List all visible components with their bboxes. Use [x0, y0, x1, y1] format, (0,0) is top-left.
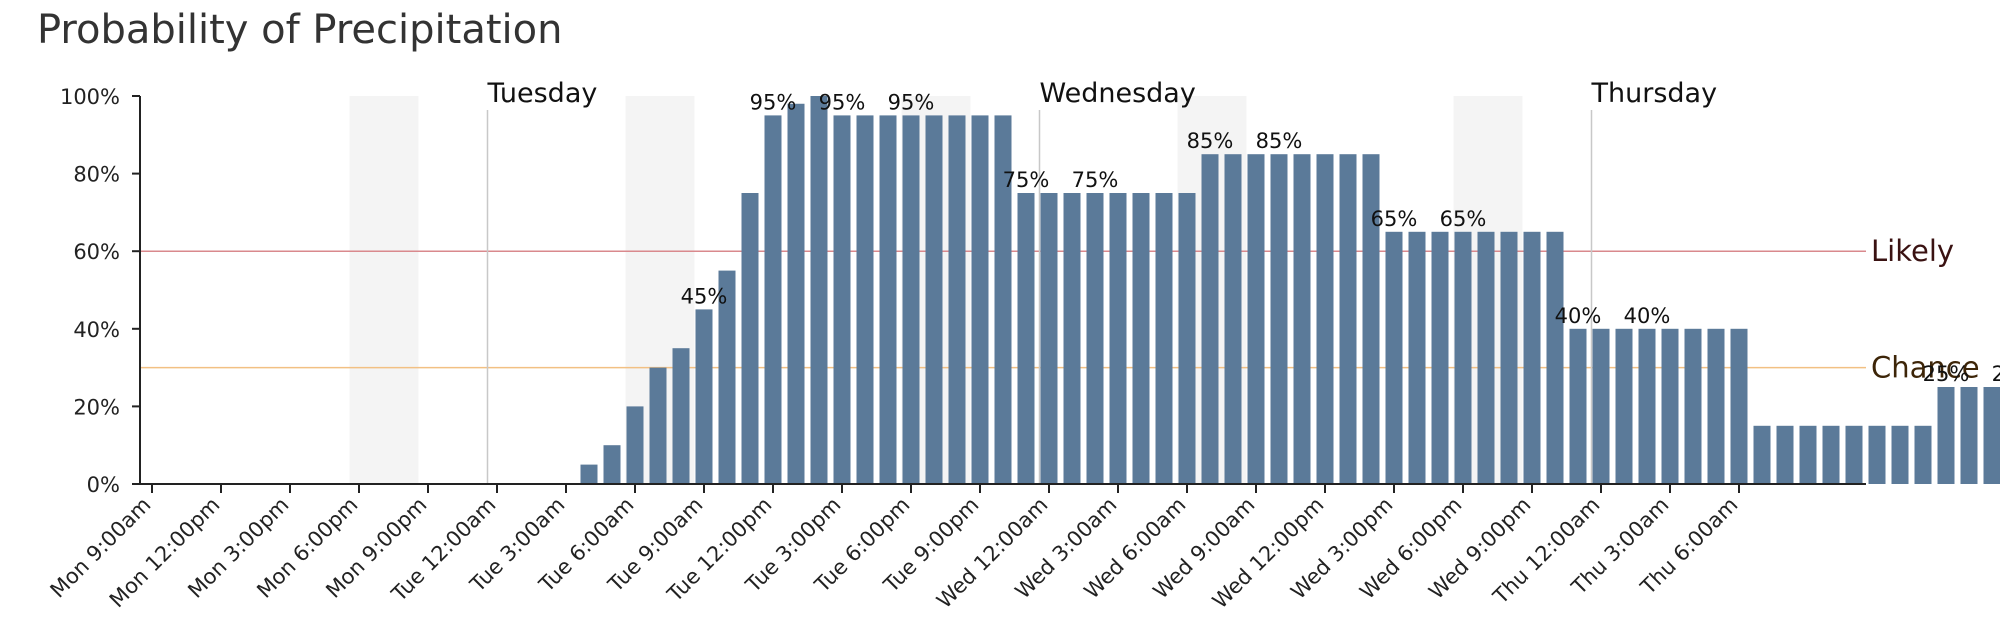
bar — [1178, 193, 1196, 484]
bar — [1017, 193, 1035, 484]
bar — [1523, 231, 1541, 484]
y-tick-label: 80% — [73, 163, 120, 187]
bar — [695, 309, 713, 484]
bar-value-label: 65% — [1371, 207, 1418, 231]
bar-value-label: 75% — [1003, 168, 1050, 192]
bar — [787, 103, 805, 484]
bars-layer — [580, 96, 2000, 485]
bar — [626, 406, 644, 484]
bar-value-label: 65% — [1440, 207, 1487, 231]
bar — [1040, 193, 1058, 484]
bar-value-label: 40% — [1624, 304, 1671, 328]
day-marker-label: Tuesday — [487, 78, 598, 109]
bar — [1730, 328, 1748, 484]
bar — [1247, 154, 1265, 484]
bar — [1937, 387, 1955, 484]
bar — [948, 115, 966, 485]
y-tick-label: 0% — [87, 473, 120, 497]
bar — [1845, 425, 1863, 484]
bar — [1960, 387, 1978, 484]
bar-value-label: 95% — [750, 90, 797, 114]
bar — [833, 115, 851, 485]
bar — [994, 115, 1012, 485]
bar — [1431, 231, 1449, 484]
bar — [1638, 328, 1656, 484]
bar — [1799, 425, 1817, 484]
day-marker-label: Wednesday — [1040, 78, 1196, 109]
bar — [1339, 154, 1357, 484]
bar — [1684, 328, 1702, 484]
bar — [1868, 425, 1886, 484]
bar — [1707, 328, 1725, 484]
bar — [1615, 328, 1633, 484]
bar-value-label: 85% — [1256, 129, 1303, 153]
bar-value-label: 95% — [819, 90, 866, 114]
bar — [1569, 328, 1587, 484]
bar-value-label: 25% — [1923, 362, 1970, 386]
bar-value-label: 85% — [1187, 129, 1234, 153]
bar — [1914, 425, 1932, 484]
bar — [1891, 425, 1909, 484]
bar — [1385, 231, 1403, 484]
bar — [856, 115, 874, 485]
y-tick-label: 20% — [73, 395, 120, 419]
bar — [1983, 387, 2000, 484]
bar — [764, 115, 782, 485]
bar — [580, 464, 598, 484]
day-marker-label: Thursday — [1591, 78, 1718, 109]
bar — [718, 270, 736, 484]
bar — [649, 367, 667, 484]
bar — [603, 445, 621, 484]
bar — [1592, 328, 1610, 484]
night-shade-band — [349, 96, 419, 484]
bar — [1822, 425, 1840, 484]
bar — [1362, 154, 1380, 484]
bar — [1408, 231, 1426, 484]
bar-labels-layer: 45% 95% 95% 95% 75% 75% 85% 85% 65% 65% 40% 40% 25% 2… — [681, 90, 2000, 386]
bar — [810, 96, 828, 484]
bar — [1293, 154, 1311, 484]
bar — [902, 115, 920, 485]
bar — [1132, 193, 1150, 484]
bar-value-label: 45% — [681, 284, 728, 308]
bar — [1270, 154, 1288, 484]
threshold-label-likely: Likely — [1871, 234, 1954, 268]
bar — [1477, 231, 1495, 484]
bar — [1500, 231, 1518, 484]
bar — [1753, 425, 1771, 484]
bar — [1454, 231, 1472, 484]
bar — [1224, 154, 1242, 484]
bar — [672, 348, 690, 484]
bar — [1661, 328, 1679, 484]
bar — [1109, 193, 1127, 484]
bar — [741, 193, 759, 484]
y-tick-label: 60% — [73, 240, 120, 264]
bar — [879, 115, 897, 485]
bar — [1316, 154, 1334, 484]
bar — [1776, 425, 1794, 484]
bar-value-label: 25% — [1992, 362, 2000, 386]
bar-value-label: 40% — [1555, 304, 1602, 328]
bar — [1155, 193, 1173, 484]
day-markers-layer: Tuesday Wednesday Thursday — [487, 78, 1718, 484]
bar — [1201, 154, 1219, 484]
bar — [1546, 231, 1564, 484]
threshold-label-chance: Chance — [1871, 351, 1980, 385]
bar — [925, 115, 943, 485]
chart-title: Probability of Precipitation — [37, 7, 563, 53]
y-tick-label: 100% — [60, 85, 120, 109]
bar — [1063, 193, 1081, 484]
bar — [1086, 193, 1104, 484]
y-tick-label: 40% — [73, 318, 120, 342]
bar-value-label: 75% — [1072, 168, 1119, 192]
bar — [971, 115, 989, 485]
bar-value-label: 95% — [888, 90, 935, 114]
